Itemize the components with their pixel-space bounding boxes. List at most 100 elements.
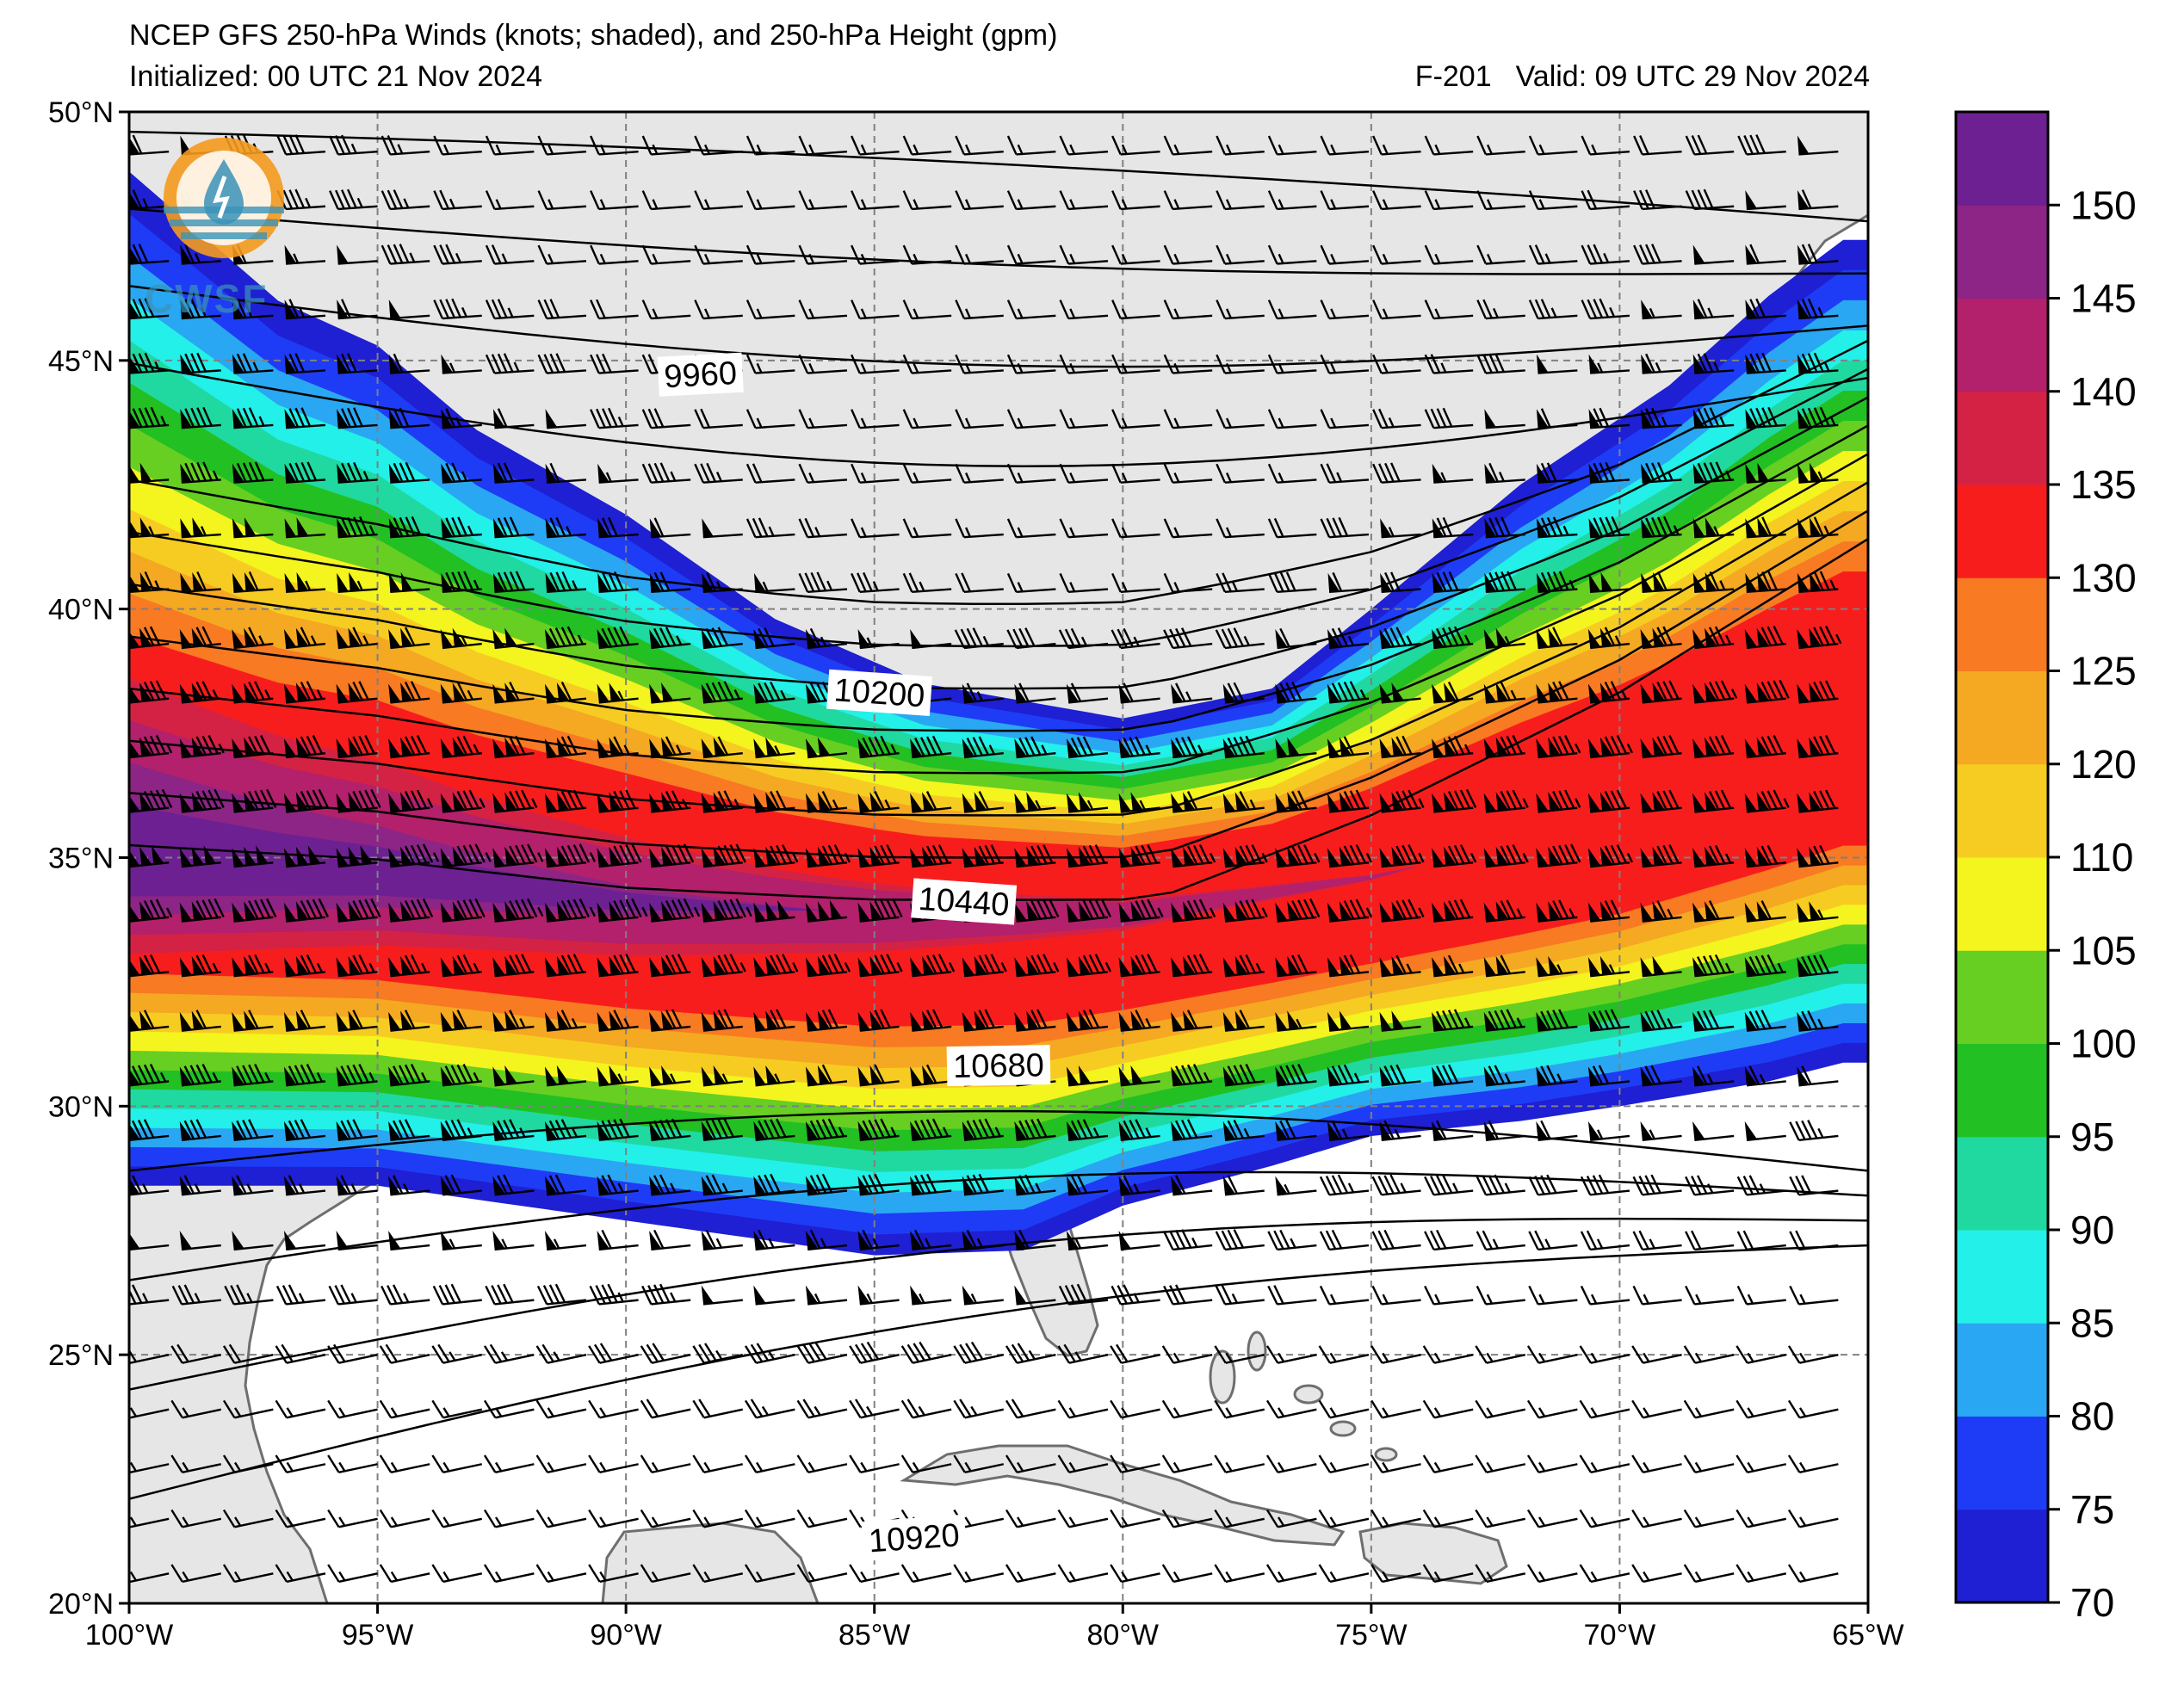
wind-barb bbox=[1370, 1345, 1421, 1364]
wind-barb bbox=[1379, 898, 1425, 923]
contour-label-text: 10200 bbox=[832, 672, 925, 714]
wind-barb bbox=[275, 1454, 326, 1473]
wind-barb bbox=[1683, 1399, 1735, 1419]
wind-barb bbox=[1171, 844, 1216, 868]
wind-barb bbox=[179, 1064, 221, 1087]
wind-barb bbox=[1379, 789, 1425, 813]
wind-barb bbox=[1058, 1283, 1109, 1306]
wind-barb bbox=[805, 954, 851, 978]
wind-barb bbox=[1579, 1399, 1630, 1419]
wind-barb bbox=[222, 1454, 274, 1473]
wind-barb bbox=[1424, 1229, 1474, 1251]
wind-barb bbox=[1432, 626, 1474, 650]
wind-barb bbox=[1118, 954, 1160, 978]
wind-barb bbox=[955, 190, 1004, 211]
colorbar-segment bbox=[1956, 298, 2048, 392]
wind-barb bbox=[1222, 1064, 1265, 1087]
wind-barb bbox=[1320, 135, 1370, 156]
wind-barb bbox=[588, 1343, 639, 1364]
colorbar-tick-label: 110 bbox=[2070, 835, 2133, 880]
wind-barb bbox=[222, 1399, 274, 1419]
wind-barb bbox=[798, 517, 848, 539]
wind-barb bbox=[232, 407, 274, 429]
wind-barb bbox=[1797, 571, 1839, 593]
wind-barb bbox=[1692, 244, 1735, 265]
wind-barb bbox=[1528, 135, 1578, 156]
wind-barb bbox=[1483, 899, 1525, 923]
wind-barb bbox=[1580, 1230, 1630, 1251]
colorbar-tick-label: 120 bbox=[2070, 742, 2137, 787]
wind-barb bbox=[1066, 1231, 1109, 1251]
wind-barb bbox=[1215, 1229, 1265, 1251]
wind-barb bbox=[692, 1399, 744, 1419]
wind-barb bbox=[1161, 1454, 1213, 1473]
wind-barb bbox=[1320, 409, 1370, 429]
wind-barb bbox=[1214, 1399, 1265, 1419]
colorbar-tick-label: 105 bbox=[2070, 928, 2137, 972]
wind-barb bbox=[129, 1343, 170, 1364]
wind-barb bbox=[1216, 135, 1265, 156]
wind-barb bbox=[336, 1119, 378, 1141]
wind-barb bbox=[1692, 1121, 1735, 1141]
wind-barb bbox=[1588, 516, 1630, 539]
wind-barb bbox=[1683, 1345, 1735, 1364]
wind-barb bbox=[746, 190, 795, 211]
wind-barb bbox=[1014, 898, 1060, 923]
wind-barb bbox=[902, 244, 952, 265]
wind-barb bbox=[590, 190, 639, 211]
wind-barb bbox=[337, 353, 378, 374]
wind-barb bbox=[701, 1285, 743, 1306]
wind-barb bbox=[1370, 1509, 1421, 1528]
colorbar-segment bbox=[1956, 1509, 2048, 1603]
wind-barb bbox=[1057, 1343, 1109, 1364]
wind-barb bbox=[701, 1065, 743, 1087]
wind-barb bbox=[1111, 135, 1160, 156]
wind-barb bbox=[1745, 571, 1786, 593]
wind-barb bbox=[129, 1064, 170, 1087]
colorbar-tick-label: 150 bbox=[2070, 182, 2137, 227]
wind-barb bbox=[1528, 244, 1578, 265]
wind-barb bbox=[1587, 789, 1630, 813]
wind-barb bbox=[857, 1285, 900, 1306]
wind-barb bbox=[1372, 244, 1421, 265]
wind-barb bbox=[1476, 135, 1525, 156]
wind-barb bbox=[1475, 1509, 1526, 1528]
wind-barb bbox=[327, 1564, 378, 1584]
wind-barb bbox=[485, 190, 535, 211]
wind-barb bbox=[1432, 788, 1477, 813]
wind-barb bbox=[900, 1564, 952, 1584]
wind-barb bbox=[1692, 299, 1735, 320]
wind-barb bbox=[857, 1009, 900, 1032]
wind-barb bbox=[1222, 791, 1265, 813]
wind-barb bbox=[1797, 189, 1839, 211]
wind-barb bbox=[129, 845, 170, 868]
wind-barb bbox=[857, 1173, 900, 1196]
wind-barb bbox=[1580, 1285, 1630, 1306]
wind-barb bbox=[1161, 1345, 1213, 1364]
wind-barb bbox=[1632, 1230, 1682, 1251]
wind-barb bbox=[1797, 244, 1839, 265]
wind-barb bbox=[746, 244, 795, 265]
wind-barb bbox=[1797, 901, 1839, 923]
wind-barb bbox=[232, 298, 274, 320]
wind-barb bbox=[129, 788, 173, 813]
wind-barb bbox=[1163, 244, 1213, 265]
wind-barb bbox=[1483, 681, 1525, 704]
wind-barb bbox=[1163, 463, 1213, 484]
wind-barb bbox=[1318, 1454, 1370, 1473]
wind-barb bbox=[1066, 844, 1109, 868]
wind-barb bbox=[1536, 681, 1578, 704]
wind-barb bbox=[1066, 954, 1112, 978]
wind-barb bbox=[1476, 244, 1525, 265]
wind-barb bbox=[590, 353, 639, 374]
wind-barb bbox=[1797, 735, 1839, 759]
wind-barb bbox=[1163, 1229, 1213, 1251]
wind-barb bbox=[1432, 463, 1474, 484]
wind-barb bbox=[1006, 409, 1056, 429]
wind-barb bbox=[379, 1564, 430, 1584]
height-contour-line bbox=[129, 424, 1868, 732]
wind-barb bbox=[441, 571, 482, 593]
wind-barb bbox=[337, 571, 378, 593]
wind-barb bbox=[641, 1283, 691, 1306]
wind-barb bbox=[1327, 681, 1370, 704]
